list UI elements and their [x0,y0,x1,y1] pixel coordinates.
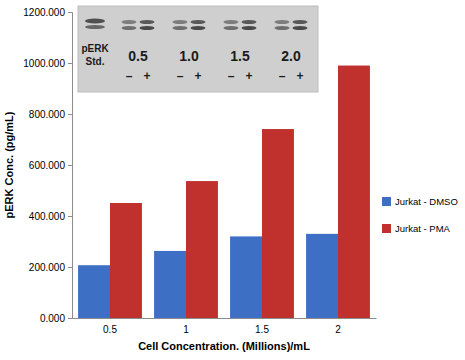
blot-band [85,25,105,29]
x-tick: 1.5 [255,318,269,335]
bar [230,236,262,318]
blot-band [293,20,308,24]
bars [78,66,370,318]
chart: 0.000 200.000 400.000 600.000 800.000 1000.00… [0,0,465,360]
blot-band [191,20,206,24]
x-axis-title: Cell Concentration. (Millions)/mL [138,340,310,352]
blot-band [140,26,155,30]
x-axis-line [73,318,377,319]
x-tick: 2 [335,318,341,335]
y-tick: 800.000 [29,109,72,120]
y-tick: 400.000 [29,211,72,222]
legend-swatch [382,197,391,206]
blot-band [275,26,290,30]
y-tick-mark [68,267,72,268]
y-tick-mark [68,318,72,319]
blot-band [191,26,206,30]
x-tick-label: 2 [335,324,341,335]
blot-lane-label: 1.5 [230,48,250,64]
blot-sign: + [296,69,303,83]
y-axis-line [68,13,73,319]
legend-label: Jurkat - DMSO [395,196,458,207]
y-tick-label: 1200.000 [23,7,65,18]
blot-sign: + [194,69,201,83]
y-tick: 0.000 [40,313,72,324]
y-tick-label: 0.000 [40,313,65,324]
bar [262,129,294,318]
y-tick-label: 400.000 [29,211,66,222]
bar [110,203,142,318]
legend-swatch [382,224,391,233]
y-tick-mark [68,63,72,64]
x-axis: 0.5 1 1.5 2 [73,318,377,335]
x-tick: 1 [183,318,189,335]
bar [338,66,370,318]
blot-band [122,26,137,30]
blot-band [293,26,308,30]
blot-sign: – [228,69,235,83]
blot-band [140,20,155,24]
blot-lane-label: 1.0 [179,48,199,64]
y-axis-title: pERK Conc. (pg/mL) [3,111,15,218]
legend: Jurkat - DMSO Jurkat - PMA [382,196,458,234]
blot-lane-label: 2.0 [281,48,301,64]
blot-sign: + [143,69,150,83]
x-tick-label: 1.5 [255,324,269,335]
blot-lane-label: 0.5 [128,48,148,64]
y-tick-mark [68,165,72,166]
legend-label: Jurkat - PMA [395,223,451,234]
blot-standard-label: Std. [86,56,105,67]
blot-sign: + [245,69,252,83]
blot-background [78,6,318,92]
y-tick-mark [68,216,72,217]
blot-sign: – [279,69,286,83]
blot-sign: – [126,69,133,83]
blot-standard-label: pERK [81,43,109,54]
blot-band [224,20,239,24]
y-tick-label: 1000.000 [23,58,65,69]
blot-band [173,20,188,24]
blot-band [122,20,137,24]
y-tick-mark [68,12,72,13]
y-tick: 200.000 [29,262,72,273]
bar [78,265,110,318]
y-tick: 1200.000 [23,7,72,18]
bar [306,234,338,318]
y-tick: 600.000 [29,160,72,171]
bar [154,251,186,318]
x-tick: 0.5 [103,318,117,335]
y-tick-label: 800.000 [29,109,66,120]
y-tick-mark [68,114,72,115]
blot-sign: – [177,69,184,83]
blot-inset: –+0.5–+1.0–+1.5–+2.0pERKStd. [78,6,318,92]
y-tick-label: 600.000 [29,160,66,171]
y-axis: 0.000 200.000 400.000 600.000 800.000 1000.00… [23,7,72,324]
bar [186,181,218,318]
blot-band [242,26,257,30]
blot-band [173,26,188,30]
y-tick: 1000.000 [23,58,72,69]
blot-band [275,20,290,24]
blot-band [85,19,105,24]
blot-band [242,20,257,24]
y-tick-label: 200.000 [29,262,66,273]
blot-band [224,26,239,30]
x-tick-label: 1 [183,324,189,335]
x-tick-label: 0.5 [103,324,117,335]
